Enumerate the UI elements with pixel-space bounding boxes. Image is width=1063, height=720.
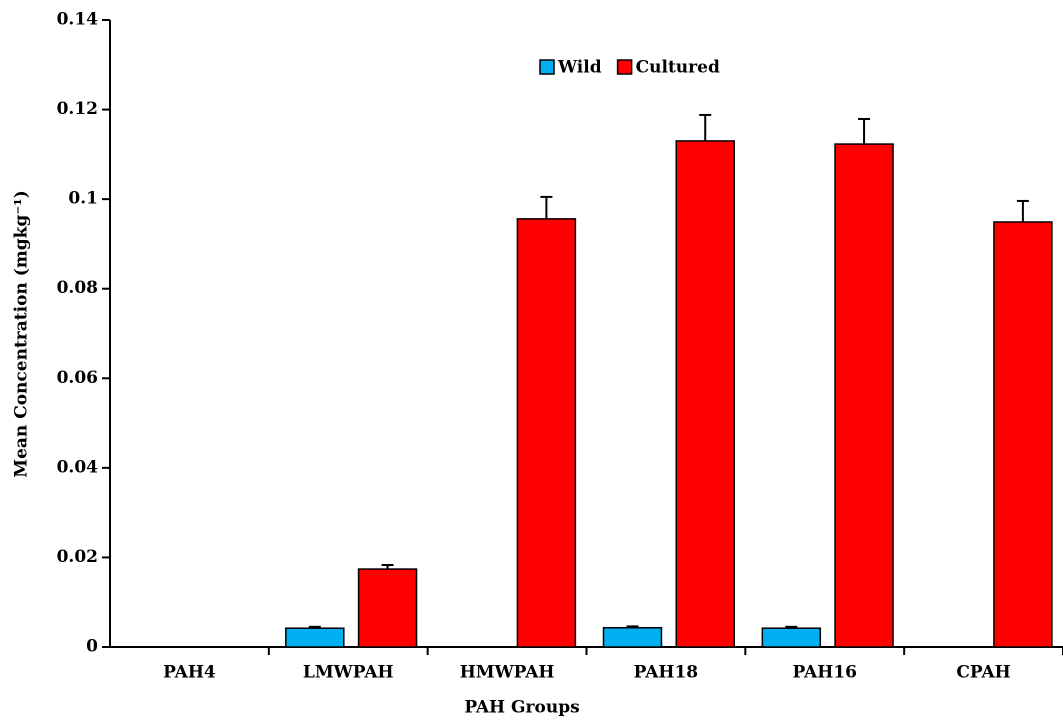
y-tick-label: 0.08 — [57, 278, 98, 298]
y-tick-label: 0.12 — [57, 99, 98, 119]
y-tick-label: 0.04 — [57, 457, 99, 477]
x-tick-label: HMWPAH — [460, 663, 555, 683]
y-tick-label: 0.14 — [57, 10, 99, 30]
bar — [357, 568, 418, 648]
bar — [602, 626, 663, 648]
bar — [834, 143, 894, 648]
legend-swatch — [616, 59, 633, 75]
x-axis-title: PAH Groups — [464, 698, 579, 718]
y-tick-label: 0.02 — [57, 547, 98, 567]
legend-label: Cultured — [636, 58, 720, 78]
legend-swatch — [539, 59, 555, 75]
y-tick-label: 0.06 — [57, 368, 98, 388]
bar — [675, 140, 735, 648]
bar — [285, 627, 345, 648]
bar — [516, 218, 577, 648]
x-tick-label: PAH18 — [634, 663, 698, 683]
bar — [761, 627, 822, 648]
x-tick-label: CPAH — [956, 663, 1010, 683]
x-tick-label: PAH16 — [793, 663, 857, 683]
y-tick-label: 0 — [86, 637, 98, 657]
x-tick-label: PAH4 — [163, 663, 216, 683]
legend-label: Wild — [557, 58, 602, 78]
x-tick-label: LMWPAH — [303, 663, 394, 683]
y-axis-title: Mean Concentration (mgkg⁻¹) — [12, 190, 32, 477]
y-tick-label: 0.1 — [68, 189, 98, 209]
bar — [993, 221, 1053, 648]
